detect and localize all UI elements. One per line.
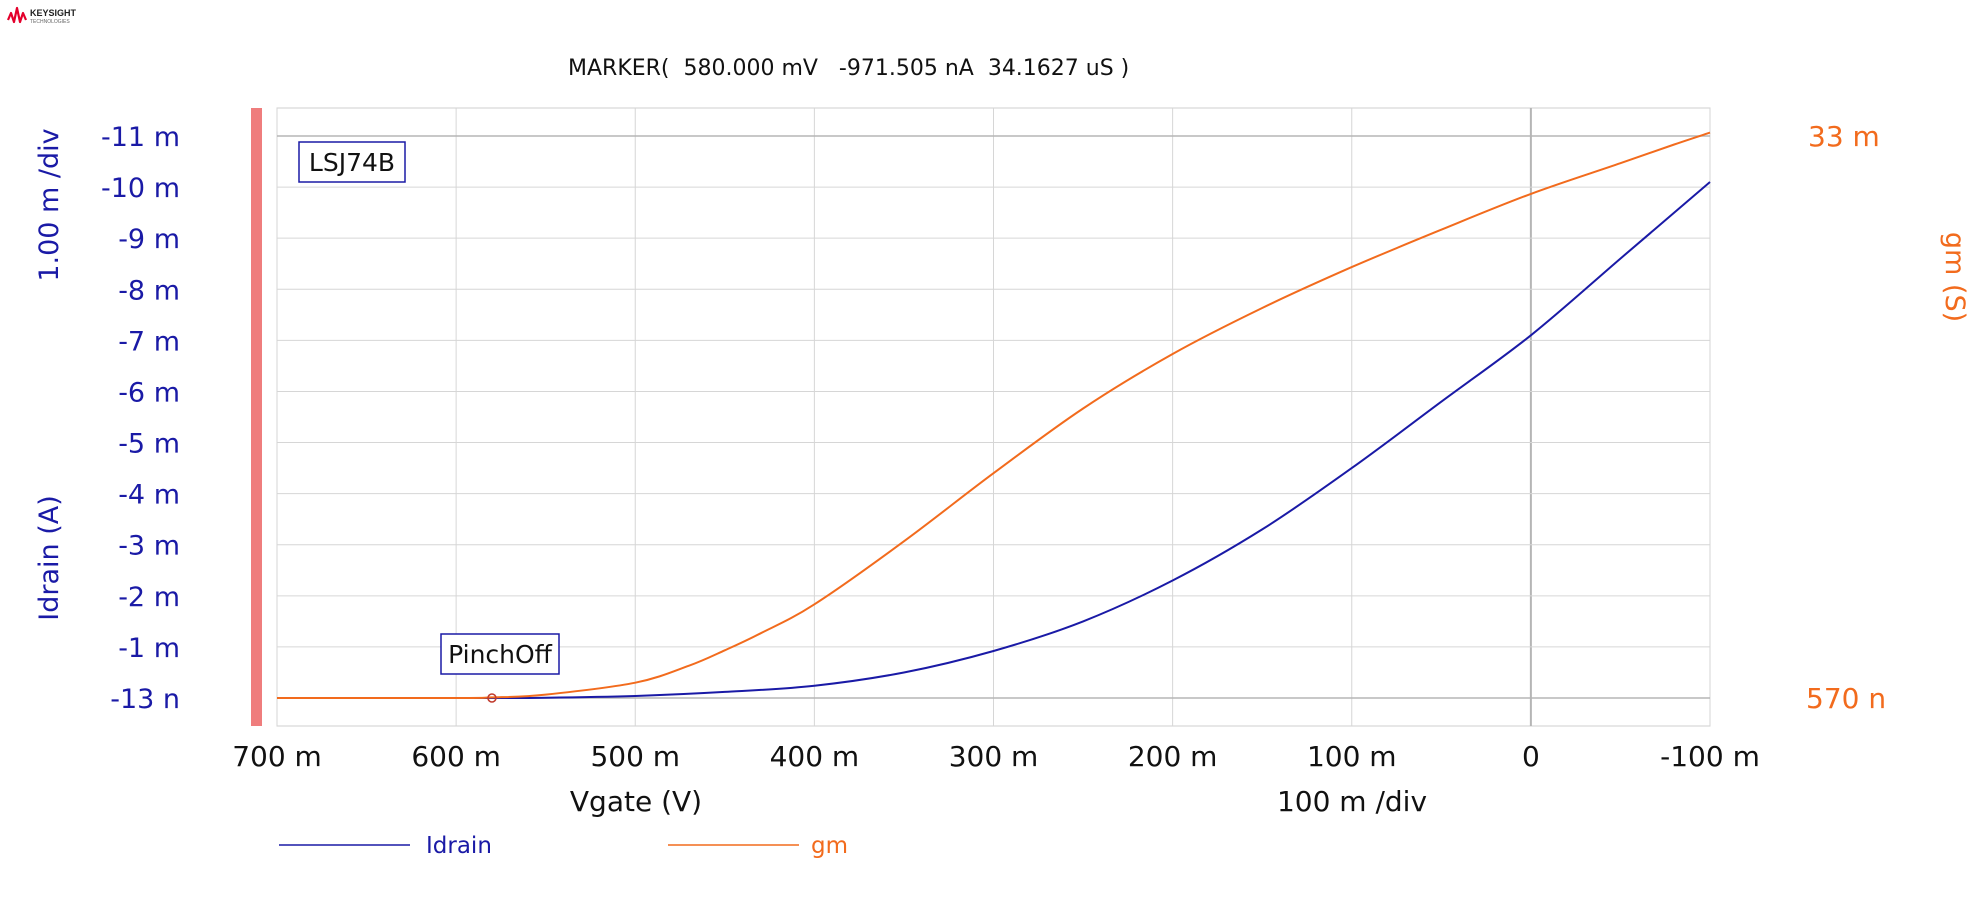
- left-axis-tick-label: -8 m: [118, 275, 180, 306]
- x-axis-scale: 100 m /div: [1277, 785, 1427, 818]
- legend-label-idrain: Idrain: [426, 833, 492, 859]
- right-axis-top-tick: 33 m: [1808, 120, 1880, 153]
- device-label-box: LSJ74B: [298, 141, 406, 183]
- x-axis-ticks: 700 m 600 m 500 m 400 m 300 m 200 m 100 m 0 -100…: [232, 740, 1760, 773]
- left-axis-tick-label: -10 m: [101, 173, 180, 204]
- x-axis-tick-label: 100 m: [1307, 740, 1397, 773]
- logo-text: KEYSIGHT: [30, 8, 77, 18]
- left-axis-label: Idrain (A): [34, 495, 65, 620]
- left-axis-tick-label: -4 m: [118, 480, 180, 511]
- left-axis-tick-label: -9 m: [118, 224, 180, 255]
- device-label: LSJ74B: [309, 148, 395, 177]
- x-axis-label: Vgate (V): [570, 785, 702, 818]
- left-axis-tick-label: -13 n: [110, 684, 180, 715]
- left-axis-tick-label: -2 m: [118, 582, 180, 613]
- logo-subtext: TECHNOLOGIES: [30, 19, 70, 25]
- x-axis-tick-label: 500 m: [590, 740, 680, 773]
- left-axis-tick-label: -11 m: [101, 122, 180, 153]
- marker-point: [487, 693, 497, 703]
- left-axis-tick-label: -6 m: [118, 377, 180, 408]
- marker-band: [251, 108, 262, 726]
- x-axis-tick-label: 700 m: [232, 740, 322, 773]
- x-axis-tick-label: 600 m: [411, 740, 501, 773]
- legend-label-gm: gm: [811, 833, 848, 859]
- x-axis-tick-label: 0: [1522, 740, 1540, 773]
- left-axis-tick-label: -7 m: [118, 326, 180, 357]
- marker-label-box: PinchOff: [440, 633, 560, 675]
- left-axis-ticks: -11 m -10 m -9 m -8 m -7 m -6 m -5 m -4 m -3 m -2…: [101, 122, 180, 715]
- right-axis-label: gm (S): [1939, 232, 1970, 322]
- left-axis-tick-label: -3 m: [118, 531, 180, 562]
- x-axis-tick-label: 300 m: [949, 740, 1039, 773]
- logo: KEYSIGHT TECHNOLOGIES: [6, 6, 77, 25]
- left-axis-scale: 1.00 m /div: [34, 128, 65, 281]
- x-axis-tick-label: -100 m: [1660, 740, 1760, 773]
- series-lines: [276, 131, 1711, 700]
- legend: Idrain gm: [279, 833, 848, 859]
- left-axis-tick-label: -5 m: [118, 429, 180, 460]
- left-axis-tick-label: -1 m: [118, 633, 180, 664]
- keysight-wave-icon: [6, 6, 28, 24]
- x-axis-tick-label: 200 m: [1128, 740, 1218, 773]
- right-axis-bottom-tick: 570 n: [1806, 682, 1886, 715]
- marker-label: PinchOff: [448, 640, 553, 669]
- x-axis-tick-label: 400 m: [770, 740, 860, 773]
- marker-readout: MARKER( 580.000 mV -971.505 nA 34.1627 u…: [568, 56, 1129, 81]
- series-line-gm: [276, 131, 1711, 700]
